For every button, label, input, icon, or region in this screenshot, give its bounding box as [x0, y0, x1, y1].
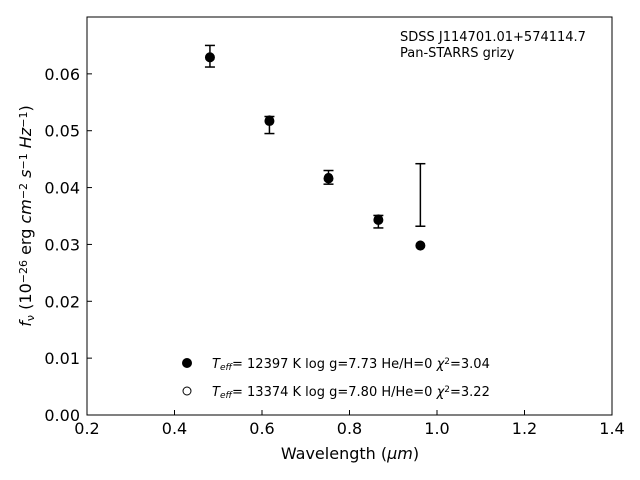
annotation-survey: Pan-STARRS grizy [400, 46, 515, 61]
y-tick-label: 0.02 [44, 292, 80, 311]
x-tick-label: 0.2 [74, 419, 99, 438]
annotation-object-name: SDSS J114701.01+574114.7 [400, 30, 586, 45]
y-axis-label: fν (10−26 erg cm−2 s−1 Hz−1) [16, 105, 37, 326]
x-tick-label: 0.4 [162, 419, 187, 438]
model-point-open [264, 115, 274, 125]
x-axis-label: Wavelength (μm) [281, 444, 419, 463]
legend-label: Teff= 13374 K log g=7.80 H/He=0 χ2=3.22 [212, 385, 490, 401]
y-tick-label: 0.04 [44, 179, 80, 198]
legend-label: Teff= 12397 K log g=7.73 He/H=0 χ2=3.04 [212, 357, 490, 373]
y-tick-label: 0.01 [44, 349, 80, 368]
y-tick-label: 0.06 [44, 65, 80, 84]
error-bars [204, 44, 426, 229]
x-tick-label: 1.4 [599, 419, 624, 438]
x-tick-label: 0.6 [249, 419, 274, 438]
y-tick-label: 0.00 [44, 406, 80, 425]
legend: Teff= 12397 K log g=7.73 He/H=0 χ2=3.04 T… [182, 357, 490, 401]
x-tick-label: 1.0 [424, 419, 449, 438]
model-point-open [324, 172, 333, 182]
model-point-open [205, 52, 215, 62]
y-tick-label: 0.03 [44, 235, 80, 254]
legend-marker-filled [182, 358, 192, 368]
y-tick-label: 0.05 [44, 122, 80, 141]
plot-frame [86, 16, 613, 416]
axis-ticks: 0.2 0.4 0.6 0.8 1.0 1.2 1.4 0.00 0.01 0.02 0.03 0.0… [44, 65, 624, 438]
x-tick-label: 0.8 [337, 419, 362, 438]
legend-marker-open [182, 386, 192, 396]
error-bar [415, 162, 426, 227]
data-points [204, 52, 426, 251]
model-point-open [373, 214, 383, 224]
x-tick-label: 1.2 [512, 419, 537, 438]
legend-entry: Teff= 13374 K log g=7.80 H/He=0 χ2=3.22 [182, 385, 490, 401]
model-point-open [415, 240, 425, 250]
legend-entry: Teff= 12397 K log g=7.73 He/H=0 χ2=3.04 [182, 357, 490, 373]
